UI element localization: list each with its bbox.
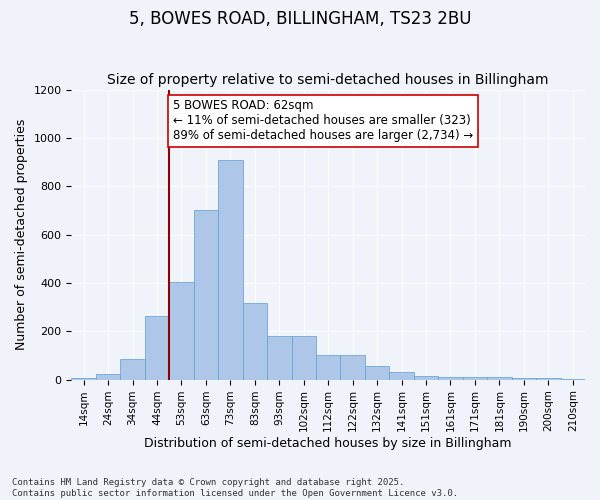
Bar [169, 282, 194, 380]
Bar [145, 316, 169, 380]
Title: Size of property relative to semi-detached houses in Billingham: Size of property relative to semi-detach… [107, 73, 549, 87]
Bar [96, 374, 121, 380]
Y-axis label: Number of semi-detached properties: Number of semi-detached properties [15, 119, 28, 350]
Bar [194, 210, 218, 380]
Bar [365, 366, 389, 380]
Bar [267, 336, 292, 380]
Bar [71, 378, 96, 380]
Bar [340, 356, 365, 380]
Bar [536, 378, 560, 380]
Bar [316, 356, 340, 380]
Bar [242, 304, 267, 380]
Bar [512, 378, 536, 380]
Text: 5, BOWES ROAD, BILLINGHAM, TS23 2BU: 5, BOWES ROAD, BILLINGHAM, TS23 2BU [129, 10, 471, 28]
Bar [121, 359, 145, 380]
X-axis label: Distribution of semi-detached houses by size in Billingham: Distribution of semi-detached houses by … [145, 437, 512, 450]
Text: 5 BOWES ROAD: 62sqm
← 11% of semi-detached houses are smaller (323)
89% of semi-: 5 BOWES ROAD: 62sqm ← 11% of semi-detach… [173, 99, 473, 142]
Bar [292, 336, 316, 380]
Bar [438, 376, 463, 380]
Bar [218, 160, 242, 380]
Bar [463, 377, 487, 380]
Text: Contains HM Land Registry data © Crown copyright and database right 2025.
Contai: Contains HM Land Registry data © Crown c… [12, 478, 458, 498]
Bar [414, 376, 438, 380]
Bar [389, 372, 414, 380]
Bar [487, 377, 512, 380]
